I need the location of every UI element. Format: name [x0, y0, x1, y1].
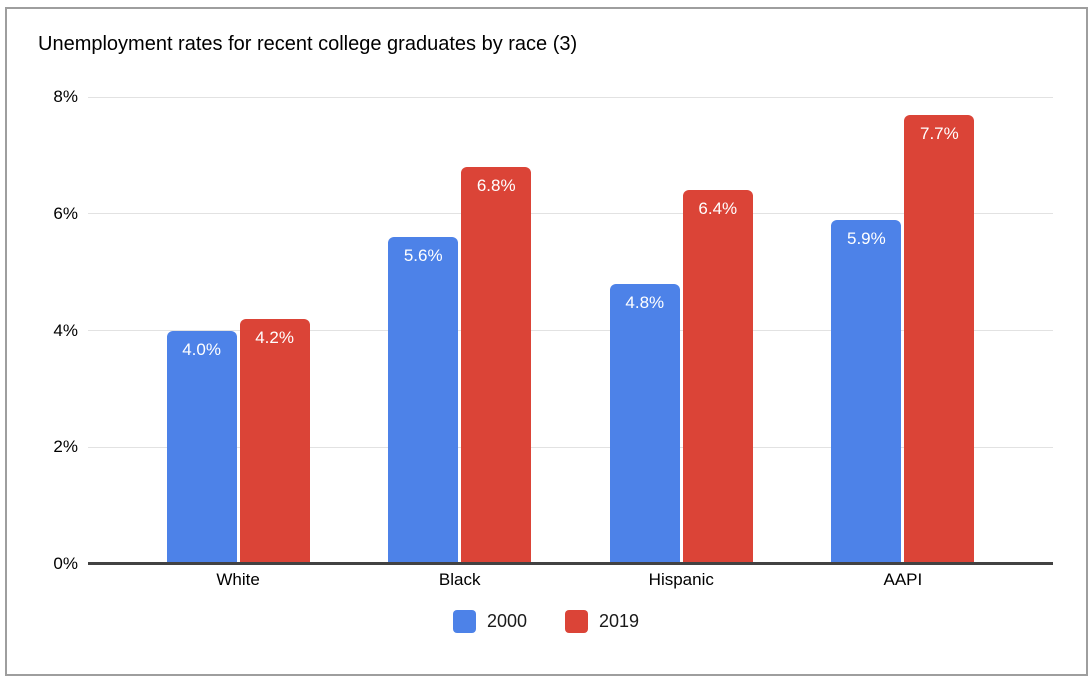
bar-2019-white: 4.2% [239, 318, 310, 564]
bar-2019-hispanic: 6.4% [682, 190, 753, 564]
gridline [88, 446, 1053, 448]
bar-group-white: 4.0% 4.2% [166, 318, 310, 564]
bar-value-label: 4.2% [255, 327, 294, 347]
y-tick-label: 2% [53, 437, 78, 457]
chart-title: Unemployment rates for recent college gr… [38, 33, 578, 55]
bar-value-label: 4.8% [625, 292, 665, 312]
gridline [88, 96, 1053, 98]
legend-swatch-2019 [565, 610, 588, 633]
x-axis-line [88, 562, 1053, 565]
bar-value-label: 7.7% [920, 123, 959, 143]
legend-label: 2019 [599, 611, 640, 631]
x-axis-labels: White Black Hispanic AAPI [88, 570, 1053, 590]
bar-2019-black: 6.8% [461, 167, 532, 564]
bar-2019-aapi: 7.7% [904, 114, 975, 564]
bar-2000-black: 5.6% [388, 237, 459, 564]
gridline [88, 330, 1053, 331]
bar-2000-hispanic: 4.8% [609, 283, 680, 564]
bar-group-hispanic: 4.8% 6.4% [609, 190, 753, 564]
y-tick-label: 4% [53, 320, 78, 340]
bar-group-black: 5.6% 6.8% [388, 167, 532, 564]
y-tick-label: 8% [53, 87, 78, 106]
bar-value-label: 5.6% [403, 246, 443, 266]
y-tick-label: 0% [53, 554, 78, 573]
bar-2000-aapi: 5.9% [831, 219, 902, 564]
legend-item-2000[interactable]: 2000 [452, 610, 527, 633]
y-tick-label: 6% [53, 203, 78, 223]
legend-item-2019[interactable]: 2019 [565, 610, 639, 633]
bar-value-label: 6.4% [698, 199, 738, 219]
bar-group-aapi: 5.9% 7.7% [831, 114, 975, 564]
x-axis-label-black: Black [438, 570, 481, 589]
plot-area: 4.0% 4.2% 5.6% 6.8% 4.8% 6.4% 5.9% 7.7% [88, 97, 1053, 564]
bar-value-label: 4.0% [182, 339, 221, 359]
gridline [88, 213, 1053, 215]
x-axis-label-hispanic: Hispanic [648, 570, 714, 589]
legend: 2000 2019 [0, 610, 1092, 633]
x-axis-label-white: White [216, 570, 260, 589]
bar-2000-white: 4.0% [166, 330, 237, 564]
x-axis-label-aapi: AAPI [883, 570, 923, 589]
legend-label: 2000 [486, 611, 527, 631]
bar-value-label: 5.9% [847, 228, 886, 248]
legend-swatch-2000 [452, 610, 476, 633]
bar-value-label: 6.8% [476, 176, 516, 196]
